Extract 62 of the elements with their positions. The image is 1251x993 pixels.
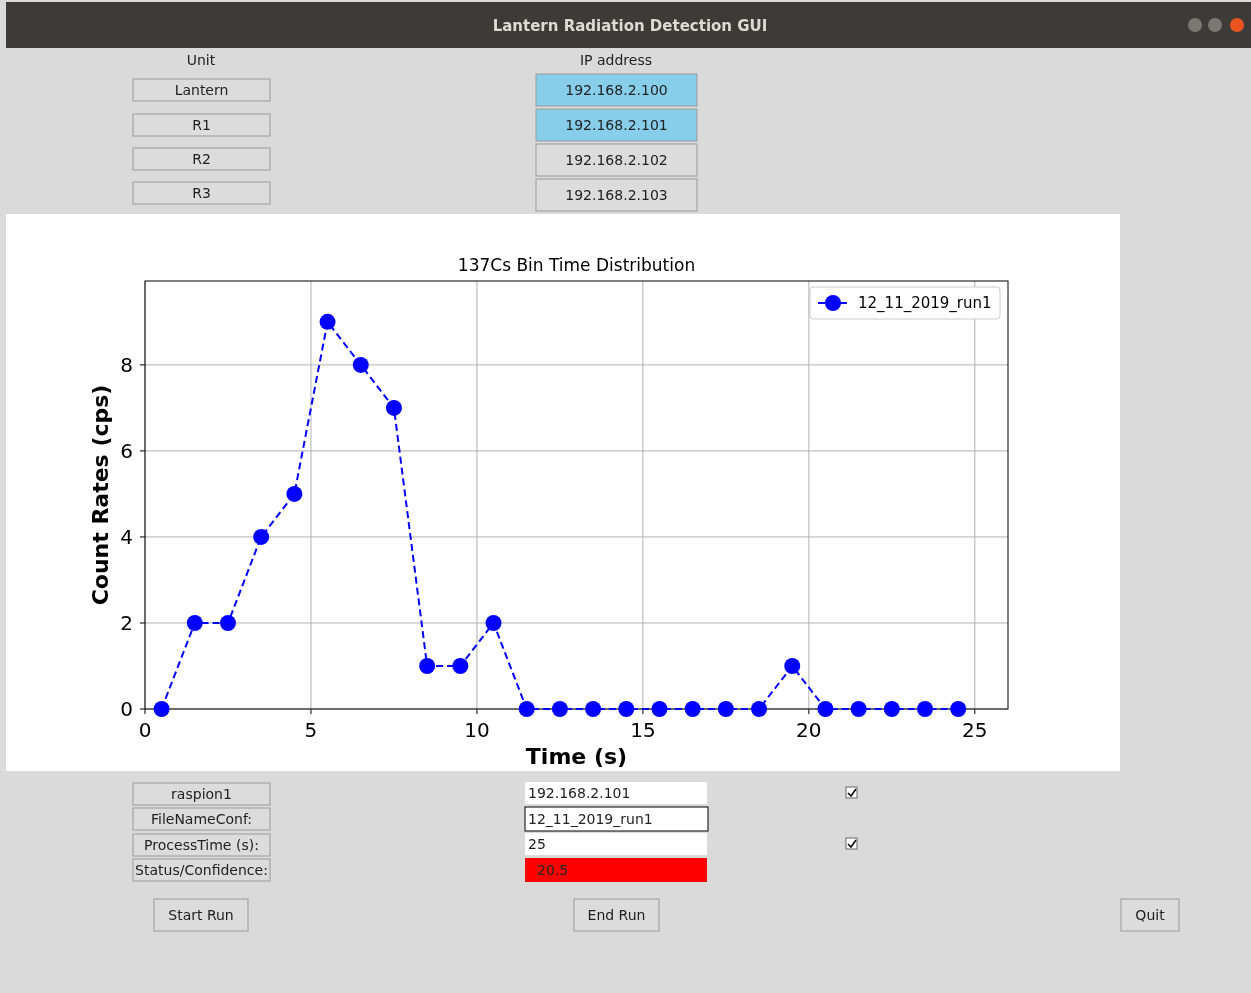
point	[219, 614, 236, 631]
text: Unit	[186, 52, 216, 68]
point	[817, 701, 834, 717]
point	[684, 701, 701, 717]
text: 192.168.2.102	[565, 152, 668, 168]
point	[883, 701, 900, 717]
point	[485, 614, 502, 631]
x-tick-label: 15	[630, 718, 656, 742]
y-tick-label: 4	[120, 524, 133, 549]
text: IP address	[579, 52, 653, 68]
x-tick-label: 25	[962, 718, 988, 742]
text: R1	[192, 117, 211, 133]
text: 12_11_2019_run1	[528, 811, 653, 827]
text: R2	[192, 151, 211, 167]
point	[452, 657, 469, 674]
y-tick-label: 2	[120, 610, 133, 635]
point	[186, 614, 203, 631]
text: R3	[192, 185, 211, 201]
chart-title: 137Cs Bin Time Distribution	[457, 255, 696, 275]
point	[153, 701, 170, 717]
point	[352, 356, 369, 373]
point	[551, 701, 568, 717]
point	[784, 657, 801, 674]
point	[585, 701, 602, 717]
y-tick-label: 8	[120, 352, 133, 377]
text: Status/Confidence:	[135, 862, 268, 878]
text: 25	[528, 836, 546, 852]
point	[651, 701, 668, 717]
x-tick-label: 20	[796, 718, 822, 742]
point	[850, 701, 867, 717]
text: Quit	[1135, 907, 1166, 923]
text: FileNameConf:	[150, 811, 253, 827]
text: Lantern Radiation Detection GUI	[492, 17, 768, 35]
point	[385, 399, 402, 416]
x-tick-label: 0	[138, 718, 152, 742]
y-axis-title: Count Rates (cps)	[88, 384, 113, 606]
text: 192.168.2.101	[528, 785, 631, 801]
point	[518, 701, 535, 717]
point	[253, 528, 270, 545]
y-tick-label: 0	[120, 697, 133, 721]
text: 192.168.2.100	[565, 82, 668, 98]
text: Start Run	[168, 907, 234, 923]
point	[751, 701, 768, 717]
text: 20.5	[537, 862, 569, 878]
text: End Run	[587, 907, 646, 923]
point	[419, 657, 436, 674]
text: ProcessTime (s):	[144, 837, 259, 853]
point	[319, 313, 336, 330]
point	[618, 701, 635, 717]
point	[950, 701, 967, 717]
text: 192.168.2.101	[565, 117, 668, 133]
text: raspion1	[171, 786, 232, 802]
legend-label: 12_11_2019_run1	[858, 294, 992, 313]
point	[917, 701, 934, 717]
point	[717, 701, 734, 717]
x-tick-label: 10	[464, 718, 490, 742]
x-axis-title: Time (s)	[525, 744, 628, 769]
x-tick-label: 5	[304, 718, 318, 742]
y-tick-label: 6	[120, 438, 133, 463]
text: 192.168.2.103	[565, 187, 668, 203]
point	[286, 485, 303, 502]
text: Lantern	[174, 82, 229, 98]
